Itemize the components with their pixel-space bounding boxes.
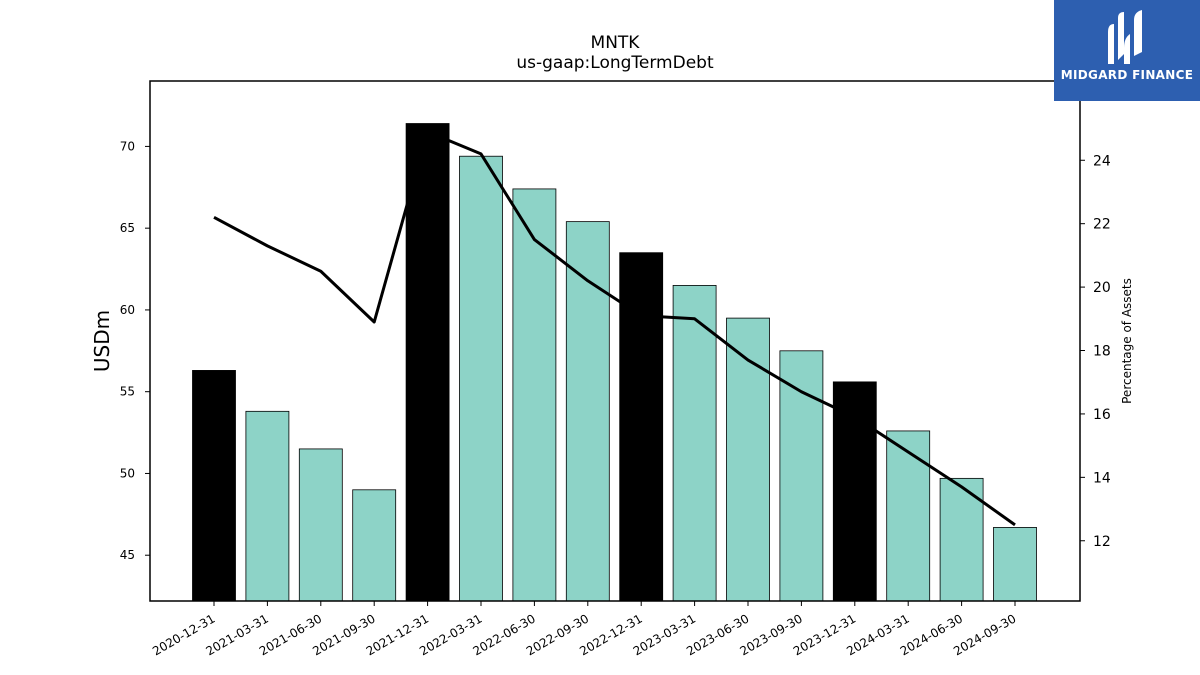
y-tick-label: 65 <box>120 221 135 235</box>
y2-tick-label: 16 <box>1093 407 1111 423</box>
y-tick-label: 50 <box>120 466 135 480</box>
y2-axis-label: Percentage of Assets <box>1120 278 1134 404</box>
y2-tick-label: 22 <box>1093 217 1111 233</box>
bar-2024-03-31 <box>886 430 931 602</box>
brand-logo: MIDGARD FINANCE <box>1054 0 1200 101</box>
logo-mark-icon <box>1108 10 1142 64</box>
chart-subtitle: us-gaap:LongTermDebt <box>516 53 714 73</box>
y-tick-label: 70 <box>120 139 135 153</box>
bar-2022-03-31 <box>459 155 503 602</box>
bar-2021-03-31 <box>245 410 290 602</box>
y-tick-label: 60 <box>120 303 135 317</box>
bar-2021-12-31 <box>405 123 450 602</box>
bar-2021-06-30 <box>298 448 343 602</box>
line-group <box>213 130 1016 527</box>
bar-2024-09-30 <box>993 527 1037 602</box>
y2-tick-label: 12 <box>1093 534 1111 550</box>
y-axis-left: 45 50 55 60 65 70 <box>120 139 150 562</box>
bar-2023-06-30 <box>726 317 770 602</box>
bar-2020-12-31 <box>192 370 236 602</box>
plot-frame <box>149 80 1081 602</box>
chart-title: MNTK <box>591 33 641 53</box>
y2-tick-label: 18 <box>1093 344 1111 360</box>
logo-text: MIDGARD FINANCE <box>1060 68 1194 82</box>
y-tick-label: 55 <box>120 385 135 399</box>
line-series <box>213 130 1016 527</box>
bar-2021-09-30 <box>352 489 397 602</box>
y-axis-label: USDm <box>90 310 114 372</box>
y2-tick-label: 14 <box>1093 470 1111 486</box>
y2-tick-label: 20 <box>1093 280 1111 296</box>
bar-2022-09-30 <box>565 221 610 602</box>
y-tick-label: 45 <box>120 548 135 562</box>
bar-2022-06-30 <box>512 188 557 602</box>
y2-tick-label: 24 <box>1093 153 1111 169</box>
bar-2023-09-30 <box>779 350 824 602</box>
bar-2023-03-31 <box>672 285 717 602</box>
bars-group <box>192 123 1037 602</box>
bar-2023-12-31 <box>832 381 877 602</box>
bar-2022-12-31 <box>619 252 664 602</box>
y-axis-right: 12 14 16 18 20 22 24 <box>1080 153 1111 550</box>
x-axis: 2020-12-312021-03-312021-06-302021-09-30… <box>150 601 1019 658</box>
